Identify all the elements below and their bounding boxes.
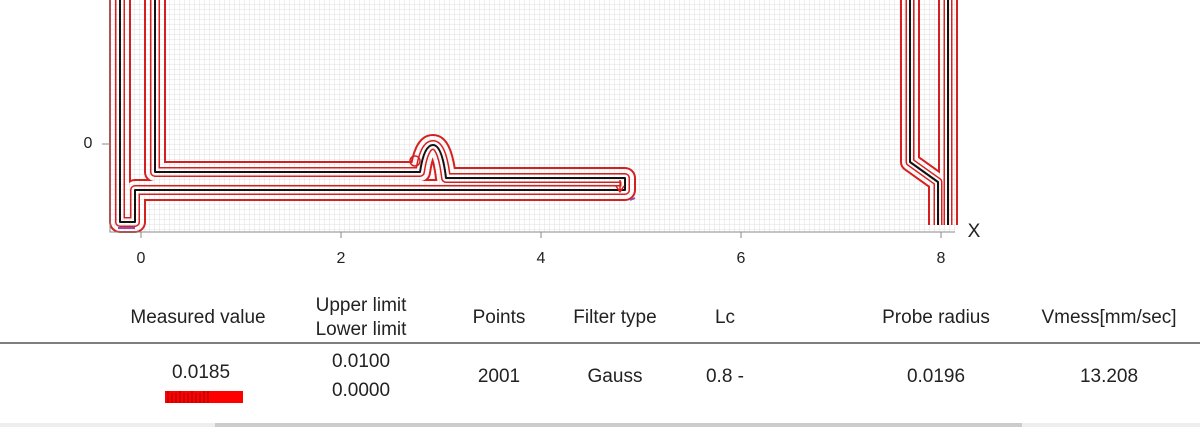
x-tick-label: 2 <box>337 250 346 267</box>
header: Filter type <box>573 307 656 328</box>
table-header: Measured value Upper limit Lower limit P… <box>130 295 1176 340</box>
cell: 2001 <box>478 366 520 387</box>
x-tick-label: 6 <box>737 250 746 267</box>
cell: 0.0100 <box>332 351 390 372</box>
header: Points <box>473 307 526 328</box>
gauge-ticks <box>167 391 209 403</box>
x-tick-label: 8 <box>937 250 946 267</box>
cell: 13.208 <box>1080 366 1138 387</box>
y-tick-label: 0 <box>84 135 93 152</box>
axes <box>109 0 955 233</box>
x-tick-label: 0 <box>137 250 146 267</box>
contour <box>109 0 958 233</box>
header: Lower limit <box>316 319 408 340</box>
header: Measured value <box>130 307 265 328</box>
table-row: 0.0185 0.0100 0.0000 2001 Gauss 0.8 - 0.… <box>165 351 1138 403</box>
cell: 0.0000 <box>332 380 390 401</box>
header: Vmess[mm/sec] <box>1041 307 1176 328</box>
header: Lc <box>715 307 735 328</box>
cell: 0.0196 <box>907 366 965 387</box>
cell: 0.0185 <box>172 362 230 383</box>
plot: 0 2 4 6 8 0 X <box>84 0 981 267</box>
x-axis-label: X <box>968 221 981 242</box>
cell: 0.8 - <box>706 366 744 387</box>
header: Probe radius <box>882 307 990 328</box>
cell: Gauss <box>588 366 643 387</box>
x-tick-label: 4 <box>537 250 546 267</box>
header: Upper limit <box>316 295 408 316</box>
scrollbar[interactable] <box>215 423 1022 427</box>
